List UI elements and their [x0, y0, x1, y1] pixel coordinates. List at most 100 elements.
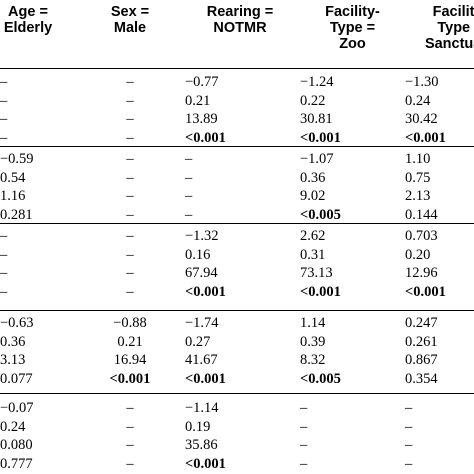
table-cell: 0.080 — [0, 437, 33, 453]
table-cell: – — [405, 400, 413, 416]
table-cell: – — [185, 206, 193, 223]
table-cell: 1.14 — [300, 315, 326, 331]
table-cell: – — [126, 418, 134, 435]
table-cell: – — [405, 418, 413, 435]
table-cell: 67.94 — [185, 265, 218, 281]
table-row: – – 0.16 0.31 0.20 — [0, 246, 474, 264]
table-row: −0.59 – – −1.07 1.10 — [0, 150, 474, 168]
table-cell: 0.19 — [185, 418, 211, 435]
table-cell: 0.261 — [405, 333, 438, 350]
table-cell: 1.10 — [405, 151, 431, 167]
table-cell: – — [0, 265, 8, 281]
table-cell: – — [126, 151, 134, 167]
table-cell: 0.36 — [300, 169, 326, 186]
table-cell: 2.13 — [405, 188, 431, 204]
table-cell: 1.16 — [0, 188, 26, 204]
table-row: 0.080 – 35.86 – – — [0, 436, 474, 454]
table-cell: 0.077 — [0, 370, 33, 387]
table-cell: – — [126, 437, 134, 453]
table-cell: 0.144 — [405, 206, 438, 223]
table-cell: <0.001 — [185, 455, 226, 472]
table-cell: 0.247 — [405, 315, 438, 331]
table-cell: 0.39 — [300, 333, 326, 350]
table-row: – – −1.32 2.62 0.703 — [0, 227, 474, 245]
table-cell: −0.77 — [185, 74, 219, 90]
table-row: 1.16 – – 9.02 2.13 — [0, 187, 474, 205]
table-cell: – — [0, 228, 8, 244]
table-cell: 12.96 — [405, 265, 438, 281]
header-sex: Sex = Male — [110, 4, 150, 36]
table-cell: −0.88 — [113, 315, 147, 331]
table-row: – – −0.77 −1.24 −1.30 — [0, 73, 474, 91]
table-cell: 0.75 — [405, 169, 431, 186]
table-cell: – — [126, 265, 134, 281]
table-row: 0.777 – <0.001 – – — [0, 455, 474, 473]
table-cell: <0.001 — [185, 283, 226, 300]
table-cell: <0.001 — [405, 129, 446, 146]
table-cell: 0.22 — [300, 92, 326, 109]
table-row: −0.63 −0.88 −1.74 1.14 0.247 — [0, 314, 474, 332]
table-cell: – — [0, 129, 8, 146]
table-cell: 0.21 — [185, 92, 211, 109]
table-row: 0.54 – – 0.36 0.75 — [0, 169, 474, 187]
table-row: −0.07 – −1.14 – – — [0, 399, 474, 417]
table-cell: −1.30 — [405, 74, 439, 90]
table-cell: 41.67 — [185, 352, 218, 368]
table-cell: −1.32 — [185, 228, 219, 244]
table-row: – – 67.94 73.13 12.96 — [0, 264, 474, 282]
table-cell: – — [300, 418, 308, 435]
table-cell: – — [0, 74, 8, 90]
table-cell: 0.31 — [300, 246, 326, 263]
table-cell: 0.867 — [405, 352, 438, 368]
table-cell: −1.74 — [185, 315, 219, 331]
table-cell: – — [126, 455, 134, 472]
table-cell: 0.16 — [185, 246, 211, 263]
table-cell: <0.001 — [185, 129, 226, 146]
table-cell: – — [300, 437, 308, 453]
header-facility-sanctuary: Facility- Type = Sanctuary — [424, 4, 474, 52]
table-row: 3.13 16.94 41.67 8.32 0.867 — [0, 351, 474, 369]
table-cell: 3.13 — [0, 352, 26, 368]
table-cell: – — [126, 111, 134, 127]
table-cell: – — [185, 188, 193, 204]
table-cell: – — [300, 455, 308, 472]
table-cell: −1.24 — [300, 74, 334, 90]
table-cell: −1.07 — [300, 151, 334, 167]
table-cell: 0.20 — [405, 246, 431, 263]
table-cell: – — [300, 400, 308, 416]
table-cell: – — [126, 246, 134, 263]
table-cell: 30.42 — [405, 111, 438, 127]
table-cell: <0.001 — [300, 129, 341, 146]
table-cell: 30.81 — [300, 111, 333, 127]
table-cell: −0.59 — [0, 151, 34, 167]
table-cell: −0.07 — [0, 400, 34, 416]
table-cell: <0.001 — [405, 283, 446, 300]
table-row: 0.36 0.21 0.27 0.39 0.261 — [0, 333, 474, 351]
table-cell: 8.32 — [300, 352, 326, 368]
table-cell: – — [0, 111, 8, 127]
table-cell: – — [126, 283, 134, 300]
table-cell: <0.001 — [109, 370, 151, 387]
table-cell: – — [126, 129, 134, 146]
table-cell: 0.27 — [185, 333, 211, 350]
table-cell: −0.63 — [0, 315, 34, 331]
table-cell: – — [126, 188, 134, 204]
table-cell: – — [405, 455, 413, 472]
table-cell: <0.001 — [300, 283, 341, 300]
table-cell: 0.777 — [0, 455, 33, 472]
table-cell: – — [126, 206, 134, 223]
group-divider — [0, 68, 474, 69]
table-cell: – — [126, 228, 134, 244]
table-row: – – 13.89 30.81 30.42 — [0, 110, 474, 128]
header-facility-zoo: Facility- Type = Zoo — [325, 4, 380, 52]
table-cell: – — [405, 437, 413, 453]
table-cell: – — [126, 400, 134, 416]
table-cell: – — [126, 169, 134, 186]
table-cell: 0.703 — [405, 228, 438, 244]
group-divider — [0, 310, 474, 311]
table-cell: – — [126, 92, 134, 109]
table-cell: 0.354 — [405, 370, 438, 387]
table-cell: 35.86 — [185, 437, 218, 453]
table-row: 0.077 <0.001 <0.001 <0.005 0.354 — [0, 370, 474, 388]
